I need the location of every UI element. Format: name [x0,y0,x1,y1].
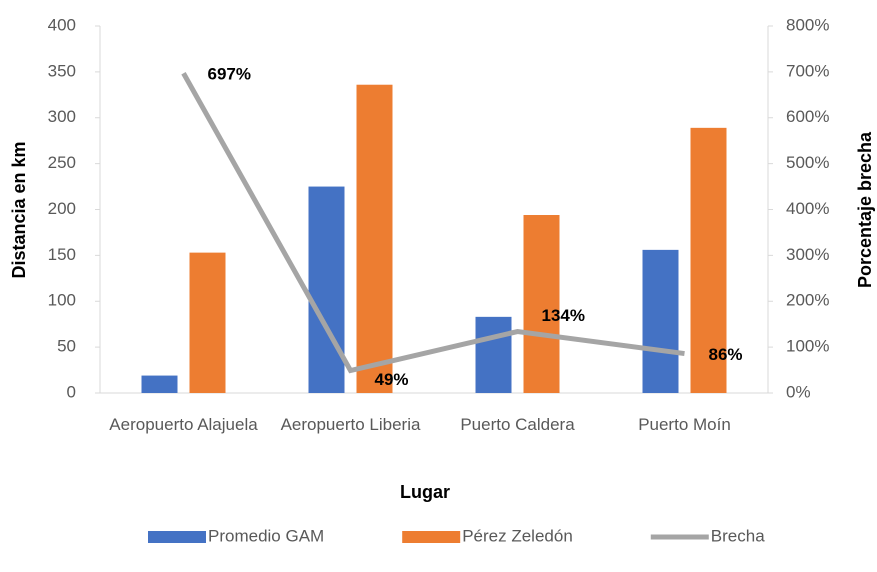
bar [523,215,560,393]
y-tick-label: 350 [48,61,76,80]
legend-swatch [402,531,461,543]
data-label: 697% [208,65,251,84]
legend-label: Pérez Zeledón [462,526,573,545]
x-tick-label: Puerto Moín [638,415,731,434]
bar [141,375,178,393]
bar [308,186,345,393]
bar [642,249,679,393]
data-label: 86% [709,345,743,364]
y2-tick-label: 800% [786,15,829,34]
x-tick-label: Aeropuerto Liberia [280,415,421,434]
y-tick-label: 50 [57,337,76,356]
y2-tick-label: 400% [786,199,829,218]
legend-label: Brecha [711,526,765,545]
data-label: 49% [375,370,409,389]
bar [690,127,727,393]
bar [475,316,512,393]
y2-tick-label: 200% [786,291,829,310]
y2-tick-label: 300% [786,245,829,264]
y2-tick-label: 500% [786,153,829,172]
legend-label: Promedio GAM [208,526,324,545]
x-axis-title: Lugar [400,482,450,502]
y2-tick-label: 0% [786,382,811,401]
y-tick-label: 200 [48,199,76,218]
data-label: 134% [542,306,585,325]
y-tick-label: 250 [48,153,76,172]
line [181,72,685,374]
y-tick-label: 400 [48,15,76,34]
y-tick-label: 150 [48,245,76,264]
x-tick-label: Puerto Caldera [460,415,575,434]
y2-tick-label: 100% [786,337,829,356]
y-tick-label: 0 [67,382,76,401]
y-tick-label: 100 [48,291,76,310]
y-axis-title: Distancia en km [9,141,29,278]
legend-swatch [148,531,206,543]
y-tick-label: 300 [48,107,76,126]
y2-tick-label: 700% [786,61,829,80]
x-tick-label: Aeropuerto Alajuela [109,415,258,434]
bar [356,84,393,393]
bar [189,252,226,393]
y2-axis-title: Porcentaje brecha [855,131,875,288]
y2-tick-label: 600% [786,107,829,126]
